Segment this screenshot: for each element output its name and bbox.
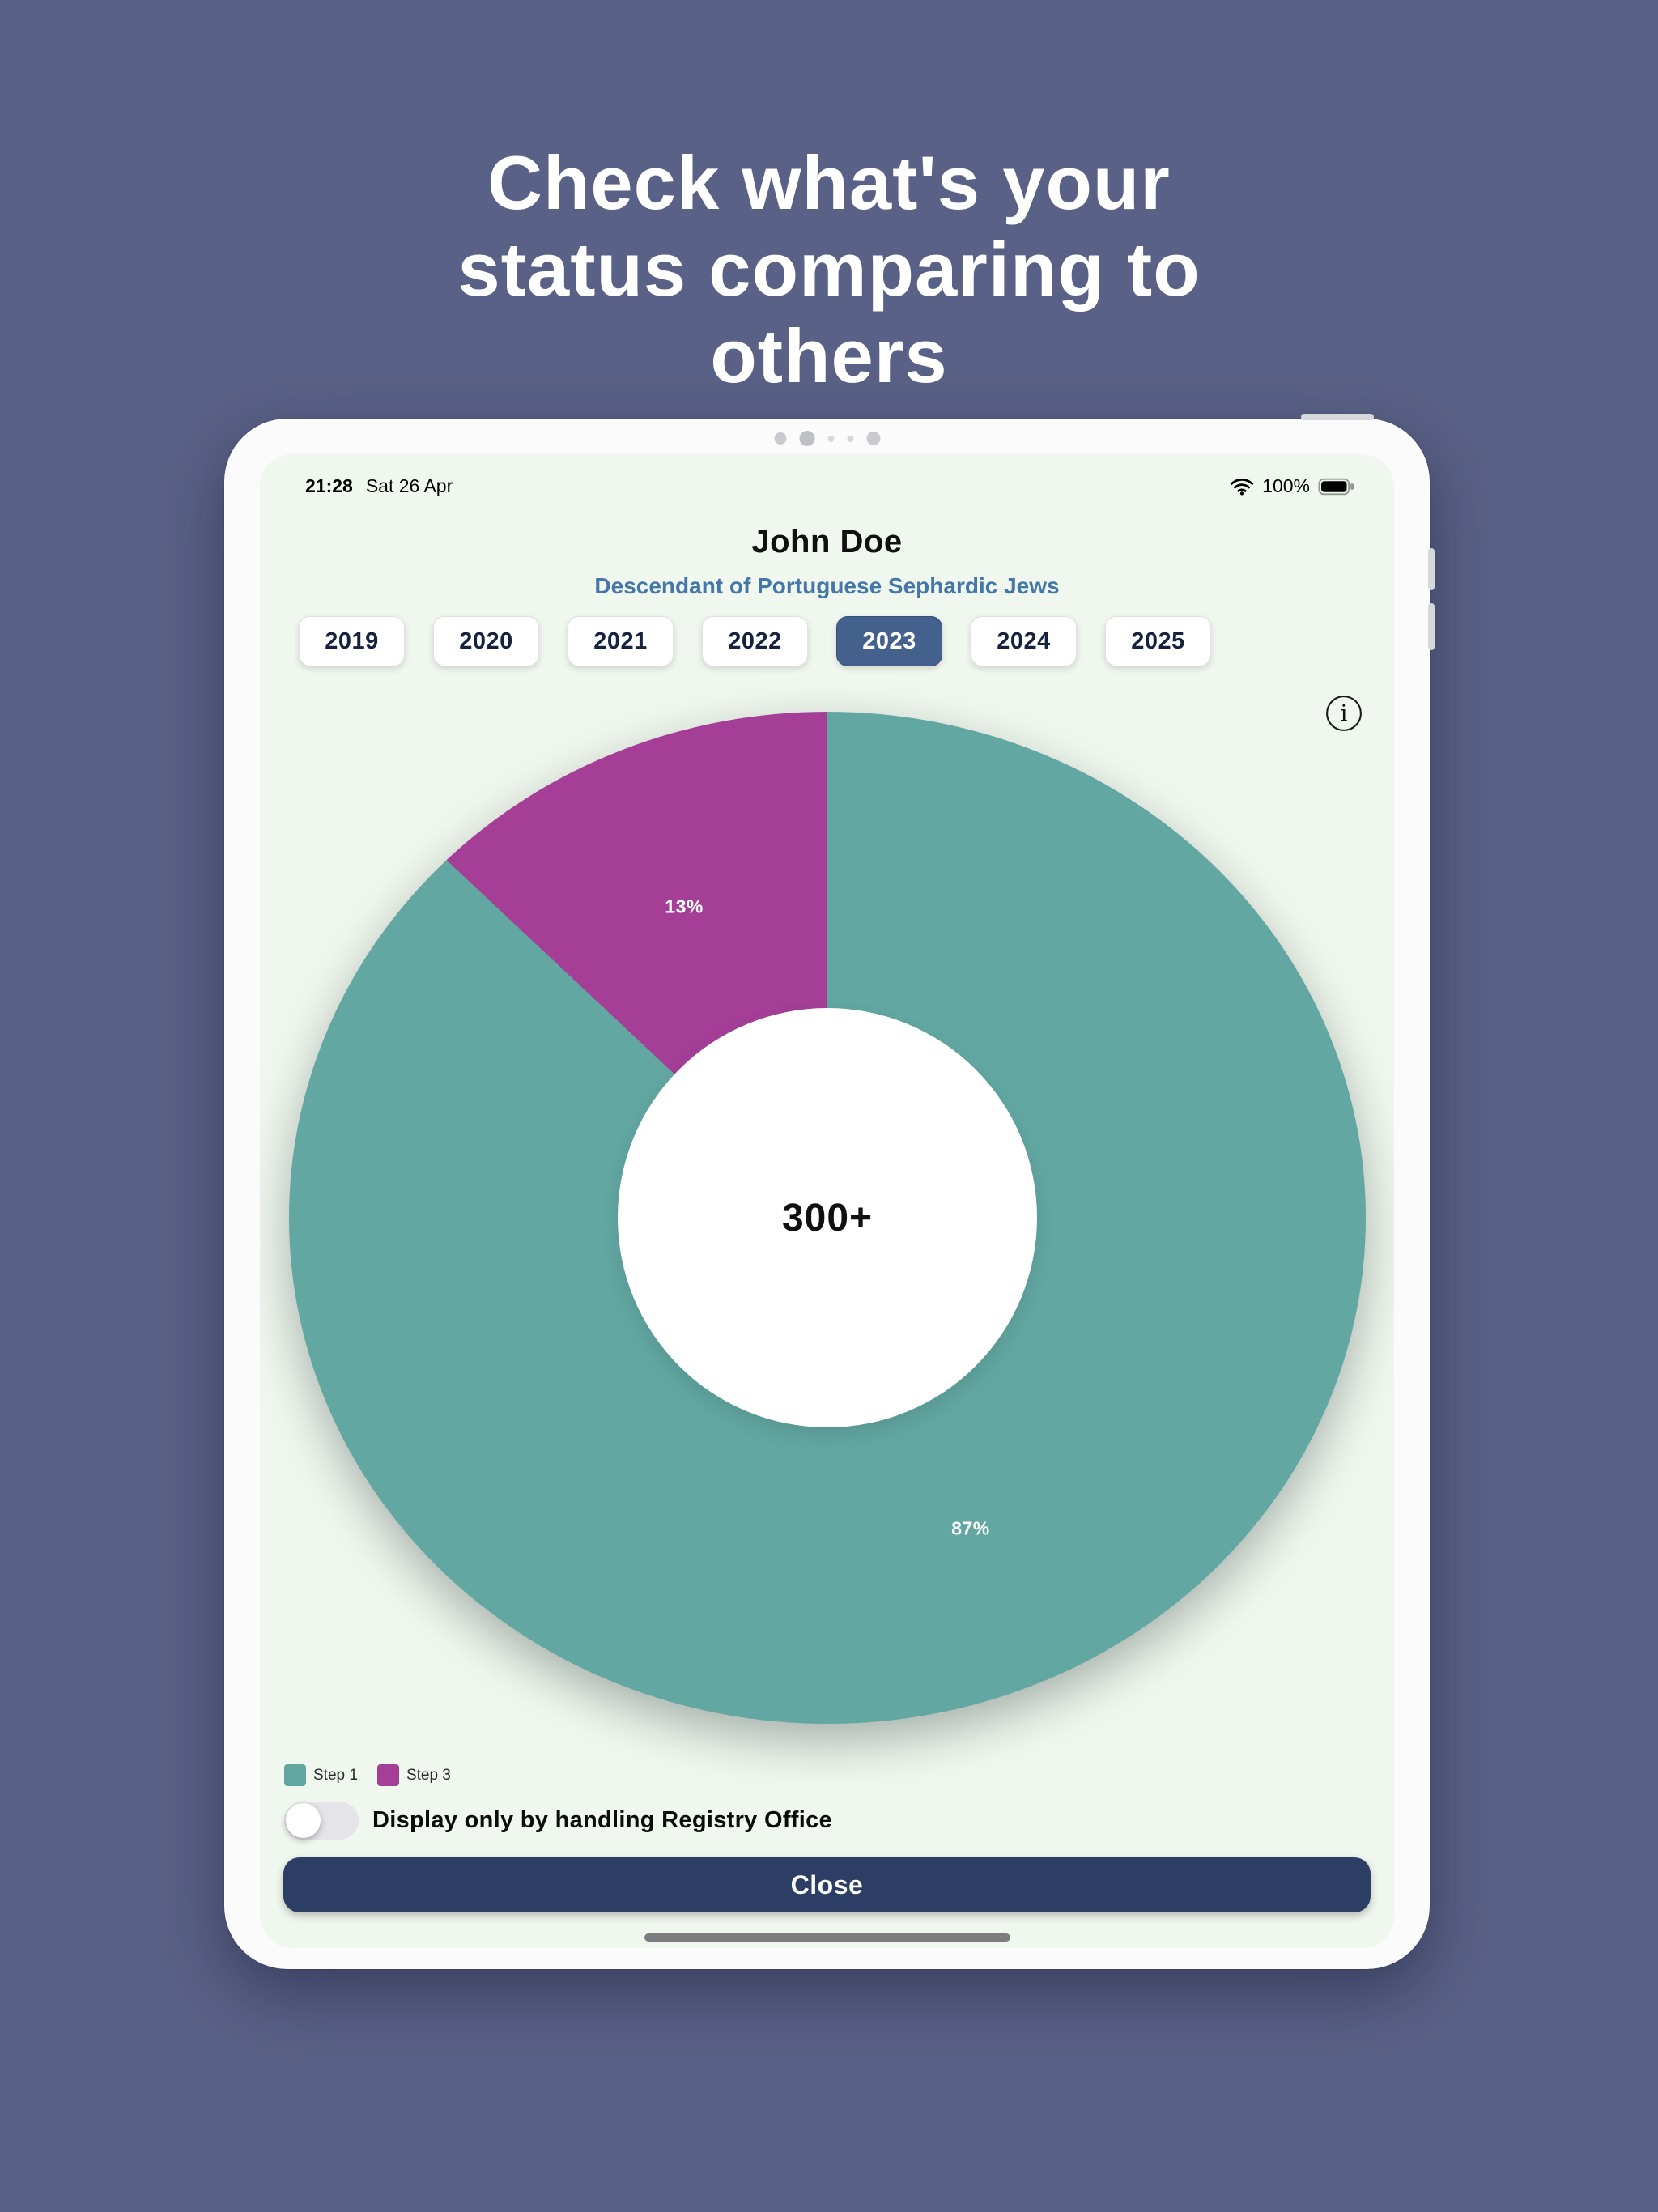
wifi-icon bbox=[1231, 478, 1254, 496]
year-tab-2019[interactable]: 2019 bbox=[299, 616, 405, 666]
headline-line-1: Check what's your bbox=[487, 140, 1171, 225]
status-time: 21:28 bbox=[305, 475, 353, 496]
power-button bbox=[1301, 414, 1374, 420]
donut-center: 300+ bbox=[618, 1008, 1037, 1427]
status-pie-chart: 87% 13% 300+ bbox=[289, 712, 1366, 1724]
sensor-dot bbox=[774, 432, 786, 445]
status-date: Sat 26 Apr bbox=[365, 475, 453, 496]
slice-label-step-3: 13% bbox=[665, 895, 704, 917]
registry-office-toggle[interactable] bbox=[284, 1802, 359, 1840]
volume-down-button bbox=[1428, 603, 1435, 650]
status-left: 21:28 Sat 26 Apr bbox=[305, 475, 453, 497]
close-button[interactable]: Close bbox=[283, 1857, 1371, 1912]
year-tab-2022[interactable]: 2022 bbox=[702, 616, 808, 666]
legend-item-step-1: Step 1 bbox=[284, 1764, 358, 1786]
toggle-label: Display only by handling Registry Office bbox=[372, 1807, 832, 1833]
home-indicator[interactable] bbox=[644, 1933, 1010, 1942]
legend-label: Step 3 bbox=[406, 1766, 451, 1784]
sensor-dot bbox=[847, 435, 853, 442]
device-screen: 21:28 Sat 26 Apr 100% John Doe Desce bbox=[260, 454, 1394, 1948]
year-tab-2020[interactable]: 2020 bbox=[433, 616, 539, 666]
camera-sensors bbox=[774, 431, 880, 446]
year-tab-2024[interactable]: 2024 bbox=[971, 616, 1077, 666]
battery-percent: 100% bbox=[1262, 475, 1310, 496]
battery-icon bbox=[1318, 478, 1354, 495]
page-subtitle: Descendant of Portuguese Sephardic Jews bbox=[594, 573, 1060, 598]
camera-dot bbox=[799, 431, 814, 446]
svg-text:i: i bbox=[1340, 700, 1347, 726]
year-tab-2023[interactable]: 2023 bbox=[836, 616, 942, 666]
headline-line-3: others bbox=[710, 313, 948, 399]
toggle-knob bbox=[286, 1803, 321, 1838]
total-count-label: 300+ bbox=[781, 1196, 874, 1240]
legend-item-step-3: Step 3 bbox=[376, 1764, 451, 1786]
info-icon: i bbox=[1326, 696, 1362, 731]
status-bar: 21:28 Sat 26 Apr 100% bbox=[305, 475, 1355, 497]
volume-up-button bbox=[1428, 548, 1435, 590]
chart-legend: Step 1 Step 3 bbox=[284, 1764, 451, 1786]
legend-swatch bbox=[376, 1764, 399, 1786]
headline-line-2: status comparing to bbox=[457, 227, 1201, 313]
status-right: 100% bbox=[1230, 475, 1355, 497]
legend-label: Step 1 bbox=[313, 1766, 358, 1784]
camera-dot bbox=[866, 432, 880, 445]
year-tabs: 2019 2020 2021 2022 2023 2024 2025 bbox=[299, 616, 1211, 666]
headline: Check what's your status comparing to ot… bbox=[0, 139, 1658, 399]
legend-swatch bbox=[284, 1764, 306, 1786]
page-title: John Doe bbox=[751, 524, 903, 559]
year-tab-2025[interactable]: 2025 bbox=[1105, 616, 1211, 666]
year-tab-2021[interactable]: 2021 bbox=[568, 616, 674, 666]
tablet-device-frame: 21:28 Sat 26 Apr 100% John Doe Desce bbox=[224, 414, 1435, 1969]
slice-label-step-1: 87% bbox=[951, 1517, 990, 1539]
info-button[interactable]: i bbox=[1324, 694, 1363, 733]
sensor-dot bbox=[827, 435, 834, 442]
toggle-row: Display only by handling Registry Office bbox=[284, 1802, 832, 1840]
